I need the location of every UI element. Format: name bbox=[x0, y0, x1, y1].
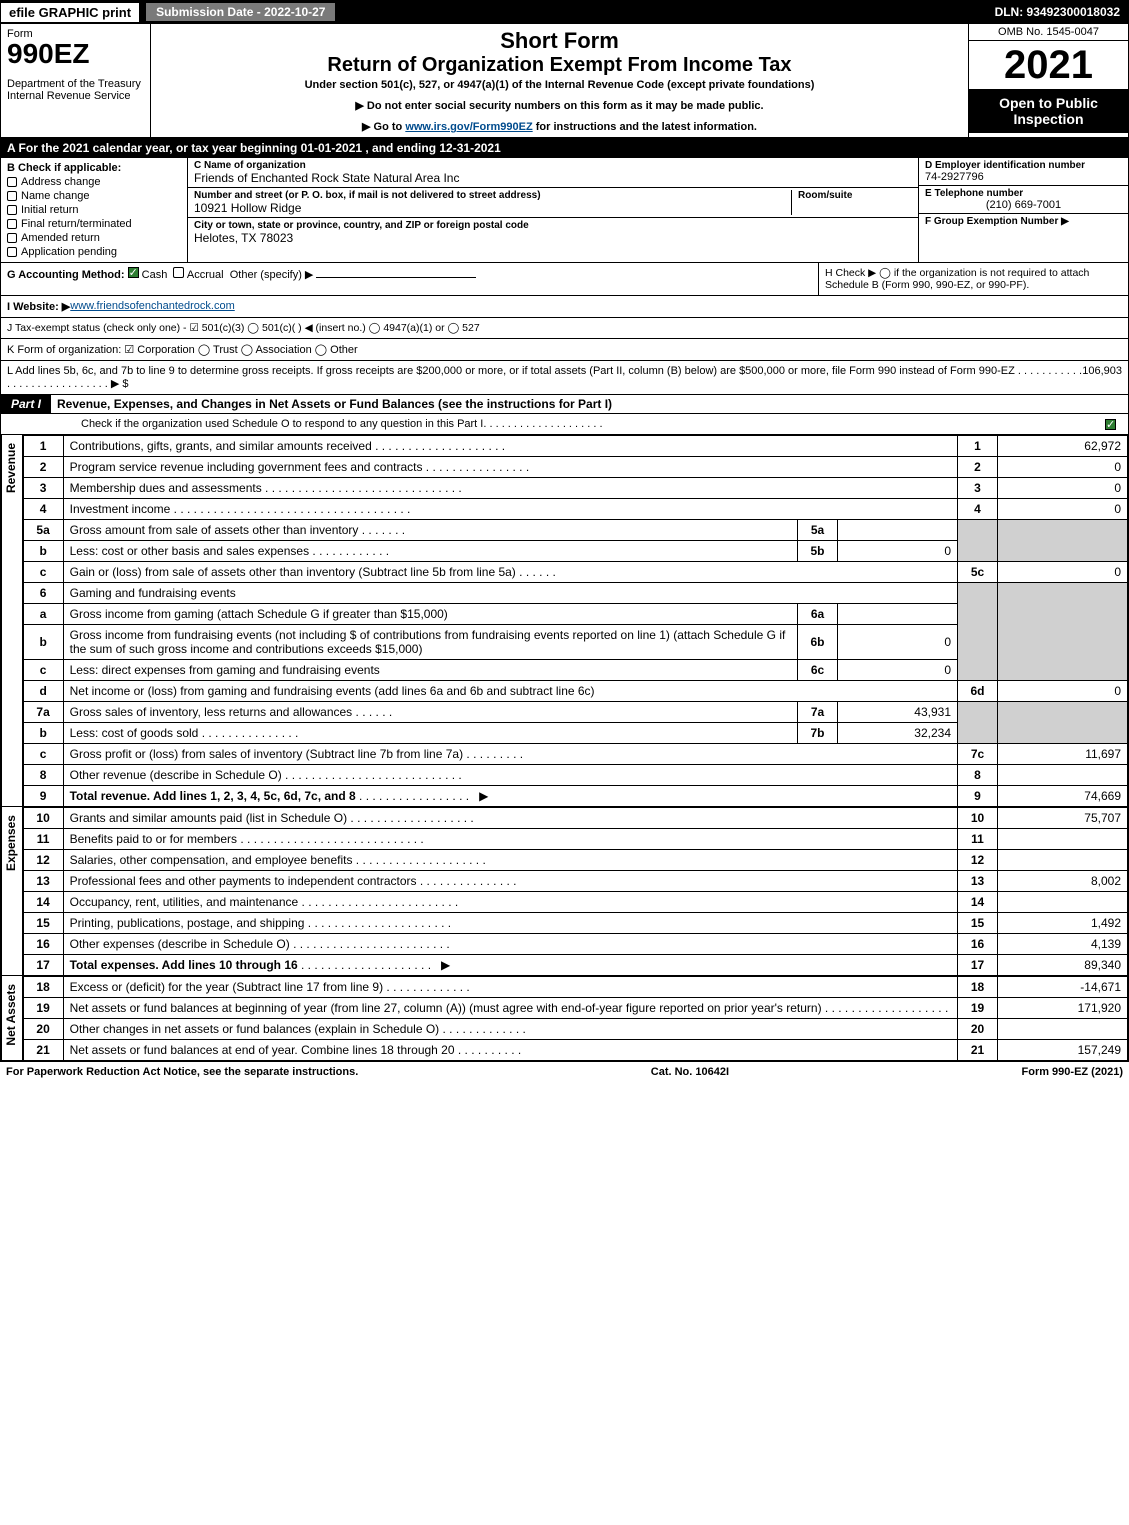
section-j: J Tax-exempt status (check only one) - ☑… bbox=[0, 318, 1129, 339]
topbar: efile GRAPHIC print Submission Date - 20… bbox=[0, 0, 1129, 24]
line-2: 2Program service revenue including gover… bbox=[23, 457, 1127, 478]
dln: DLN: 93492300018032 bbox=[995, 5, 1128, 19]
line-20: 20Other changes in net assets or fund ba… bbox=[23, 1019, 1127, 1040]
line-10: 10Grants and similar amounts paid (list … bbox=[23, 808, 1127, 829]
section-b: B Check if applicable: Address change Na… bbox=[1, 158, 188, 262]
line-1: 1Contributions, gifts, grants, and simil… bbox=[23, 436, 1127, 457]
line-6: 6Gaming and fundraising events bbox=[23, 583, 1127, 604]
revenue-section: Revenue 1Contributions, gifts, grants, a… bbox=[0, 435, 1129, 807]
website-link[interactable]: www.friendsofenchantedrock.com bbox=[70, 300, 234, 313]
line-14: 14Occupancy, rent, utilities, and mainte… bbox=[23, 892, 1127, 913]
cb-accrual[interactable] bbox=[173, 267, 184, 278]
telephone: (210) 669-7001 bbox=[925, 199, 1122, 211]
part-i-label: Part I bbox=[1, 395, 51, 413]
expenses-table: 10Grants and similar amounts paid (list … bbox=[23, 807, 1128, 976]
line-12: 12Salaries, other compensation, and empl… bbox=[23, 850, 1127, 871]
line-5a: 5aGross amount from sale of assets other… bbox=[23, 520, 1127, 541]
line-16: 16Other expenses (describe in Schedule O… bbox=[23, 934, 1127, 955]
line-15: 15Printing, publications, postage, and s… bbox=[23, 913, 1127, 934]
revenue-table: 1Contributions, gifts, grants, and simil… bbox=[23, 435, 1128, 807]
line-17: 17Total expenses. Add lines 10 through 1… bbox=[23, 955, 1127, 976]
section-a: A For the 2021 calendar year, or tax yea… bbox=[0, 139, 1129, 158]
cb-name-change[interactable]: Name change bbox=[7, 190, 181, 202]
omb-number: OMB No. 1545-0047 bbox=[969, 24, 1128, 41]
section-i: I Website: ▶www.friendsofenchantedrock.c… bbox=[0, 296, 1129, 318]
header-mid: Short Form Return of Organization Exempt… bbox=[151, 24, 968, 137]
part-i-header: Part I Revenue, Expenses, and Changes in… bbox=[0, 395, 1129, 414]
addr-label: Number and street (or P. O. box, if mail… bbox=[194, 190, 785, 201]
org-name: Friends of Enchanted Rock State Natural … bbox=[194, 171, 912, 185]
line-4: 4Investment income . . . . . . . . . . .… bbox=[23, 499, 1127, 520]
cb-schedule-o[interactable] bbox=[1105, 419, 1116, 430]
sidelabel-revenue: Revenue bbox=[1, 435, 23, 807]
efile-label: efile GRAPHIC print bbox=[1, 3, 141, 22]
ein-label: D Employer identification number bbox=[925, 160, 1122, 171]
cb-address-change[interactable]: Address change bbox=[7, 176, 181, 188]
sidelabel-netassets: Net Assets bbox=[1, 976, 23, 1061]
line-19: 19Net assets or fund balances at beginni… bbox=[23, 998, 1127, 1019]
line-9: 9Total revenue. Add lines 1, 2, 3, 4, 5c… bbox=[23, 786, 1127, 807]
section-k: K Form of organization: ☑ Corporation ◯ … bbox=[0, 339, 1129, 361]
addr: 10921 Hollow Ridge bbox=[194, 201, 785, 215]
footer-mid: Cat. No. 10642I bbox=[651, 1066, 729, 1078]
open-inspection: Open to Public Inspection bbox=[969, 89, 1128, 133]
form-header: Form 990EZ Department of the Treasury In… bbox=[0, 24, 1129, 139]
netassets-section: Net Assets 18Excess or (deficit) for the… bbox=[0, 976, 1129, 1061]
footer: For Paperwork Reduction Act Notice, see … bbox=[0, 1061, 1129, 1082]
section-b-header: B Check if applicable: bbox=[7, 162, 181, 174]
cb-amended-return[interactable]: Amended return bbox=[7, 232, 181, 244]
footer-right: Form 990-EZ (2021) bbox=[1022, 1066, 1123, 1078]
netassets-table: 18Excess or (deficit) for the year (Subt… bbox=[23, 976, 1128, 1061]
form-subtitle: Under section 501(c), 527, or 4947(a)(1)… bbox=[159, 79, 960, 91]
sections-g-h: G Accounting Method: Cash Accrual Other … bbox=[0, 263, 1129, 296]
group-exemption-label: F Group Exemption Number ▶ bbox=[925, 216, 1122, 227]
line-6d: dNet income or (loss) from gaming and fu… bbox=[23, 681, 1127, 702]
note-url: ▶ Go to www.irs.gov/Form990EZ for instru… bbox=[159, 120, 960, 133]
line-11: 11Benefits paid to or for members . . . … bbox=[23, 829, 1127, 850]
org-name-label: C Name of organization bbox=[194, 160, 912, 171]
ein: 74-2927796 bbox=[925, 171, 1122, 183]
line-3: 3Membership dues and assessments . . . .… bbox=[23, 478, 1127, 499]
line-13: 13Professional fees and other payments t… bbox=[23, 871, 1127, 892]
room-label: Room/suite bbox=[798, 190, 912, 201]
cb-application-pending[interactable]: Application pending bbox=[7, 246, 181, 258]
header-right: OMB No. 1545-0047 2021 Open to Public In… bbox=[968, 24, 1128, 137]
city-label: City or town, state or province, country… bbox=[194, 220, 912, 231]
tax-year: 2021 bbox=[969, 41, 1128, 89]
form-title: Return of Organization Exempt From Incom… bbox=[159, 54, 960, 77]
footer-left: For Paperwork Reduction Act Notice, see … bbox=[6, 1066, 358, 1078]
submission-date: Submission Date - 2022-10-27 bbox=[145, 2, 336, 22]
note-ssn: ▶ Do not enter social security numbers o… bbox=[159, 99, 960, 112]
cb-initial-return[interactable]: Initial return bbox=[7, 204, 181, 216]
part-i-sub: Check if the organization used Schedule … bbox=[0, 414, 1129, 435]
part-i-title: Revenue, Expenses, and Changes in Net As… bbox=[51, 395, 618, 413]
section-h: H Check ▶ ◯ if the organization is not r… bbox=[818, 263, 1128, 295]
sidelabel-expenses: Expenses bbox=[1, 807, 23, 976]
expenses-section: Expenses 10Grants and similar amounts pa… bbox=[0, 807, 1129, 976]
line-8: 8Other revenue (describe in Schedule O) … bbox=[23, 765, 1127, 786]
section-l: L Add lines 5b, 6c, and 7b to line 9 to … bbox=[0, 361, 1129, 395]
cb-final-return[interactable]: Final return/terminated bbox=[7, 218, 181, 230]
line-7c: cGross profit or (loss) from sales of in… bbox=[23, 744, 1127, 765]
irs-link[interactable]: www.irs.gov/Form990EZ bbox=[405, 121, 532, 133]
sections-b-c-d: B Check if applicable: Address change Na… bbox=[0, 158, 1129, 263]
line-l-amount: 106,903 bbox=[1082, 365, 1122, 390]
section-d-e-f: D Employer identification number 74-2927… bbox=[918, 158, 1128, 262]
section-g: G Accounting Method: Cash Accrual Other … bbox=[1, 263, 818, 295]
section-c: C Name of organization Friends of Enchan… bbox=[188, 158, 918, 262]
cb-cash[interactable] bbox=[128, 267, 139, 278]
short-form-label: Short Form bbox=[159, 28, 960, 54]
dept-label: Department of the Treasury Internal Reve… bbox=[7, 78, 144, 102]
line-7a: 7aGross sales of inventory, less returns… bbox=[23, 702, 1127, 723]
header-left: Form 990EZ Department of the Treasury In… bbox=[1, 24, 151, 137]
form-number: 990EZ bbox=[7, 40, 144, 68]
line-5c: cGain or (loss) from sale of assets othe… bbox=[23, 562, 1127, 583]
line-18: 18Excess or (deficit) for the year (Subt… bbox=[23, 977, 1127, 998]
line-21: 21Net assets or fund balances at end of … bbox=[23, 1040, 1127, 1061]
tel-label: E Telephone number bbox=[925, 188, 1122, 199]
city: Helotes, TX 78023 bbox=[194, 231, 912, 245]
